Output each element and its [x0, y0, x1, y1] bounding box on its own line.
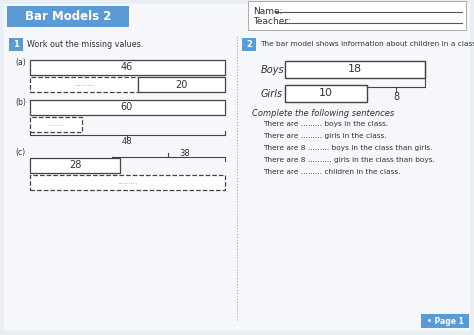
FancyBboxPatch shape	[421, 314, 469, 328]
FancyBboxPatch shape	[138, 77, 225, 92]
Text: There are 8 .......... girls in the class than boys.: There are 8 .......... girls in the clas…	[263, 157, 435, 163]
FancyBboxPatch shape	[30, 158, 120, 173]
Text: 18: 18	[348, 65, 362, 74]
FancyBboxPatch shape	[30, 175, 225, 190]
Text: (c): (c)	[15, 147, 25, 156]
Text: There are ......... children in the class.: There are ......... children in the clas…	[263, 169, 401, 175]
FancyBboxPatch shape	[30, 100, 225, 115]
Text: • Page 1: • Page 1	[427, 317, 464, 326]
Text: Complete the following sentences: Complete the following sentences	[252, 109, 394, 118]
Text: 2: 2	[246, 40, 252, 49]
FancyBboxPatch shape	[30, 60, 225, 75]
Text: The bar model shows information about children in a class.: The bar model shows information about ch…	[260, 42, 474, 48]
Text: 10: 10	[319, 88, 333, 98]
Text: (a): (a)	[15, 59, 26, 67]
FancyBboxPatch shape	[285, 85, 367, 102]
Text: 20: 20	[175, 79, 187, 89]
FancyBboxPatch shape	[4, 4, 470, 331]
Text: 28: 28	[69, 160, 81, 171]
FancyBboxPatch shape	[30, 117, 82, 132]
Text: .........: .........	[117, 180, 137, 186]
Text: Boys: Boys	[261, 65, 284, 75]
FancyBboxPatch shape	[248, 1, 466, 30]
Text: 60: 60	[121, 103, 133, 113]
Text: There are ......... girls in the class.: There are ......... girls in the class.	[263, 133, 387, 139]
Text: 8: 8	[393, 92, 399, 102]
Text: Bar Models 2: Bar Models 2	[25, 10, 111, 23]
FancyBboxPatch shape	[30, 77, 138, 92]
Text: Girls: Girls	[261, 89, 283, 99]
Text: 46: 46	[121, 63, 133, 72]
Text: Work out the missing values.: Work out the missing values.	[27, 40, 143, 49]
Text: There are ......... boys in the class.: There are ......... boys in the class.	[263, 121, 388, 127]
Text: 48: 48	[122, 137, 132, 146]
Text: .........: .........	[74, 81, 94, 87]
Text: ........: ........	[48, 122, 64, 127]
FancyBboxPatch shape	[242, 38, 256, 51]
Text: 38: 38	[180, 149, 191, 158]
Text: There are 8 ......... boys in the class than girls.: There are 8 ......... boys in the class …	[263, 145, 432, 151]
Text: Teacher:: Teacher:	[253, 17, 291, 26]
FancyBboxPatch shape	[7, 6, 129, 27]
Text: 1: 1	[13, 40, 19, 49]
Text: Name:: Name:	[253, 6, 283, 15]
Text: (b): (b)	[15, 98, 26, 108]
FancyBboxPatch shape	[285, 61, 425, 78]
FancyBboxPatch shape	[9, 38, 23, 51]
